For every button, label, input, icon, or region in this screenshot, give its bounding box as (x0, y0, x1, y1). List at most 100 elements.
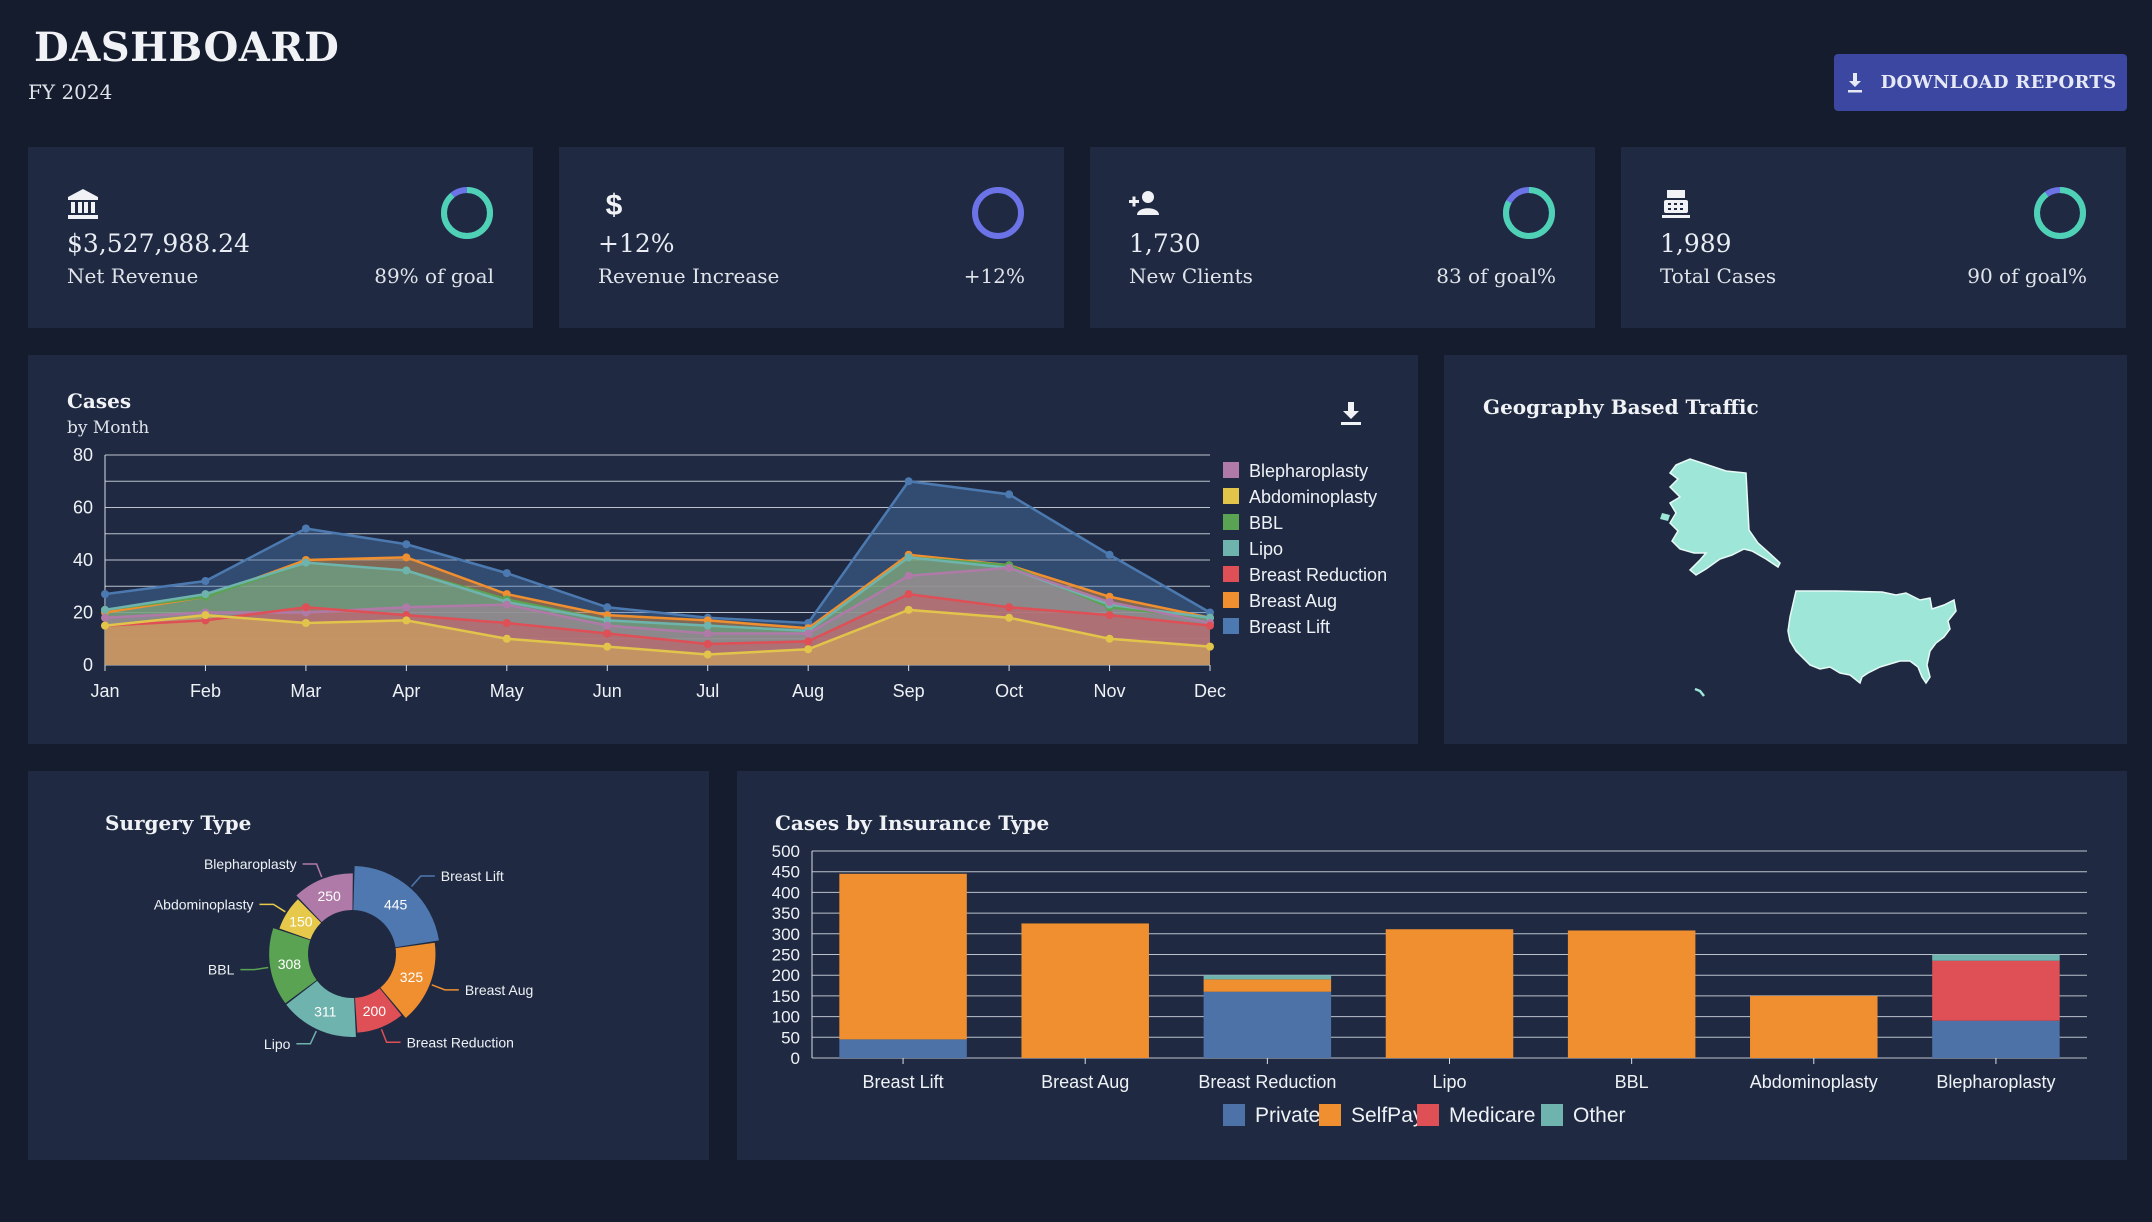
donut-slice-bbl[interactable] (269, 928, 317, 1004)
map-region-alaska[interactable] (1668, 458, 1781, 576)
data-point[interactable] (1005, 603, 1014, 612)
data-point[interactable] (301, 558, 310, 567)
legend-swatch[interactable] (1223, 462, 1239, 478)
donut-slice-breast-lift[interactable] (353, 866, 439, 948)
bar-bbl-selfpay[interactable] (1567, 930, 1696, 1058)
legend-swatch[interactable] (1223, 618, 1239, 634)
legend-label[interactable]: Abdominoplasty (1249, 487, 1377, 507)
download-reports-button[interactable]: DOWNLOAD REPORTS (1834, 54, 2127, 111)
data-point[interactable] (804, 629, 813, 638)
data-point[interactable] (402, 566, 411, 575)
data-point[interactable] (703, 629, 712, 638)
legend-swatch[interactable] (1223, 514, 1239, 530)
legend-label[interactable]: Breast Reduction (1249, 565, 1387, 585)
bar-abdominoplasty-selfpay[interactable] (1750, 995, 1878, 1058)
data-point[interactable] (904, 590, 913, 599)
legend-swatch[interactable] (1319, 1104, 1341, 1126)
data-point[interactable] (1105, 598, 1114, 606)
legend-label[interactable]: Lipo (1249, 539, 1283, 559)
bar-breast-aug-selfpay[interactable] (1021, 923, 1149, 1058)
map-region-aleutian-islands[interactable] (1660, 513, 1670, 521)
data-point[interactable] (301, 524, 310, 533)
legend-label[interactable]: Medicare (1449, 1104, 1535, 1127)
data-point[interactable] (201, 590, 210, 599)
data-point[interactable] (502, 619, 511, 627)
bar-blepharoplasty-private[interactable] (1932, 1020, 2060, 1058)
data-point[interactable] (402, 540, 411, 549)
donut-slice-lipo[interactable] (286, 980, 356, 1037)
data-point[interactable] (804, 645, 813, 654)
data-point[interactable] (101, 590, 109, 599)
bar-breast-lift-private[interactable] (839, 1039, 967, 1058)
legend-label[interactable]: SelfPay (1351, 1104, 1424, 1127)
data-point[interactable] (201, 611, 210, 620)
data-point[interactable] (402, 616, 411, 625)
chart-download-icon[interactable] (1338, 400, 1364, 428)
data-point[interactable] (1206, 642, 1214, 651)
data-point[interactable] (703, 621, 712, 630)
data-point[interactable] (1206, 621, 1214, 630)
donut-slice-abdominoplasty[interactable] (279, 899, 322, 940)
data-point[interactable] (904, 553, 913, 562)
data-point[interactable] (1105, 611, 1114, 620)
legend-label[interactable]: Private (1255, 1104, 1320, 1127)
bar-lipo-selfpay[interactable] (1385, 929, 1514, 1058)
map-region-hawaii[interactable] (1694, 687, 1705, 697)
legend-swatch[interactable] (1541, 1104, 1563, 1126)
data-point[interactable] (603, 642, 612, 651)
bar-breast-reduction-selfpay[interactable] (1203, 979, 1332, 992)
data-point[interactable] (101, 605, 109, 614)
map-region-contiguous-us[interactable] (1787, 590, 1957, 685)
data-point[interactable] (1005, 613, 1014, 622)
data-point[interactable] (402, 553, 411, 562)
legend-label[interactable]: BBL (1249, 513, 1283, 533)
bar-blepharoplasty-medicare[interactable] (1932, 960, 2060, 1021)
data-point[interactable] (301, 603, 310, 612)
legend-swatch[interactable] (1223, 488, 1239, 504)
data-point[interactable] (502, 600, 511, 609)
data-point[interactable] (1105, 550, 1114, 559)
data-point[interactable] (603, 621, 612, 630)
data-point[interactable] (703, 640, 712, 648)
data-point[interactable] (301, 619, 310, 627)
bar-blepharoplasty-other[interactable] (1932, 954, 2060, 961)
data-point[interactable] (1005, 563, 1014, 572)
legend-label[interactable]: Breast Lift (1249, 617, 1330, 637)
page-title: DASHBOARD (34, 24, 340, 71)
data-point[interactable] (904, 571, 913, 580)
bar-breast-reduction-private[interactable] (1203, 991, 1332, 1058)
data-point[interactable] (502, 634, 511, 643)
data-point[interactable] (904, 477, 913, 486)
data-point[interactable] (502, 569, 511, 578)
bar-breast-lift-selfpay[interactable] (839, 873, 967, 1040)
legend-swatch[interactable] (1223, 592, 1239, 608)
data-point[interactable] (1005, 490, 1014, 499)
x-tick-label: Mar (290, 681, 321, 701)
donut-slice-breast-aug[interactable] (380, 942, 436, 1018)
legend-label[interactable]: Other (1573, 1104, 1626, 1127)
legend-swatch[interactable] (1223, 1104, 1245, 1126)
donut-slice-breast-reduction[interactable] (354, 988, 402, 1033)
bar-breast-reduction-other[interactable] (1203, 975, 1332, 980)
data-point[interactable] (904, 605, 913, 614)
surgery-donut-chart: 445 Breast Lift 325 Breast Aug 200 Breast Red… (154, 856, 533, 1052)
area-lipo (105, 557, 1210, 665)
data-point[interactable] (804, 637, 813, 646)
data-point[interactable] (1105, 634, 1114, 643)
legend-swatch[interactable] (1417, 1104, 1439, 1126)
data-point[interactable] (201, 577, 210, 585)
legend-swatch[interactable] (1223, 540, 1239, 556)
data-point[interactable] (703, 650, 712, 659)
donut-slice-blepharoplasty[interactable] (296, 873, 353, 923)
data-point[interactable] (402, 603, 411, 612)
legend-swatch[interactable] (1223, 566, 1239, 582)
y-tick-label: 150 (772, 987, 800, 1006)
us-map[interactable] (1444, 355, 2127, 744)
data-point[interactable] (603, 629, 612, 638)
legend-label[interactable]: Blepharoplasty (1249, 461, 1368, 481)
x-tick-label: Jul (696, 681, 719, 701)
data-point[interactable] (101, 613, 109, 622)
data-point[interactable] (101, 621, 109, 630)
data-point[interactable] (603, 603, 612, 612)
legend-label[interactable]: Breast Aug (1249, 591, 1337, 611)
